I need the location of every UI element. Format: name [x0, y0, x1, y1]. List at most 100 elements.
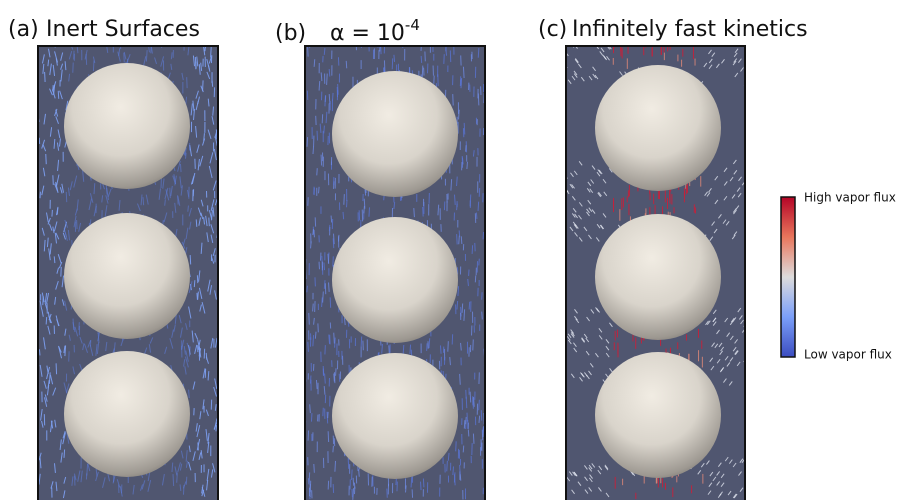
panel-b: [305, 46, 485, 500]
flux-arrow: [210, 337, 214, 349]
flux-arrow: [214, 290, 217, 300]
sphere: [332, 353, 458, 479]
flux-arrow: [567, 333, 572, 339]
flux-arrow: [712, 321, 717, 326]
flux-arrow: [141, 480, 146, 490]
flux-arrow: [714, 343, 719, 349]
flux-arrow: [588, 477, 593, 483]
flux-arrow: [472, 433, 475, 444]
flux-arrow: [472, 397, 474, 409]
flux-arrow: [145, 50, 148, 62]
flux-arrow: [732, 159, 737, 165]
flux-arrow: [182, 484, 185, 495]
flux-arrow: [571, 489, 575, 495]
flux-arrow: [731, 234, 736, 240]
flux-arrow: [724, 355, 729, 361]
flux-arrow: [188, 389, 190, 399]
flux-arrow: [739, 487, 744, 492]
flux-arrow: [181, 241, 186, 249]
flux-arrow: [192, 55, 196, 67]
flux-arrow: [184, 147, 187, 156]
flux-arrow: [203, 217, 206, 225]
colorbar-low-label: Low vapor flux: [804, 348, 892, 362]
flux-arrow: [724, 456, 729, 462]
flux-arrow: [61, 183, 64, 193]
flux-arrow: [577, 481, 582, 487]
flux-arrow: [581, 338, 585, 343]
flux-arrow: [586, 208, 590, 214]
flux-arrow: [596, 223, 601, 229]
flux-arrow: [706, 320, 711, 326]
flux-arrow: [320, 72, 323, 82]
flux-arrow: [598, 191, 602, 197]
flux-arrow: [343, 317, 346, 326]
flux-arrow: [61, 299, 65, 306]
flux-arrow: [585, 337, 590, 343]
flux-arrow: [206, 468, 210, 481]
flux-arrow: [461, 157, 464, 165]
flux-arrow: [315, 379, 318, 390]
flux-arrow: [105, 195, 109, 204]
flux-arrow: [185, 323, 188, 331]
flux-arrow: [49, 243, 52, 255]
flux-arrow: [313, 59, 316, 67]
flux-arrow: [179, 484, 182, 492]
flux-arrow: [728, 381, 733, 386]
flux-arrow: [573, 73, 578, 78]
flux-arrow: [68, 73, 71, 82]
flux-arrow: [62, 430, 66, 439]
flux-arrow: [472, 339, 474, 351]
flux-arrow: [307, 341, 309, 352]
flux-arrow: [706, 460, 710, 465]
flux-arrow: [205, 409, 209, 417]
flux-arrow: [720, 473, 725, 479]
flux-arrow: [43, 113, 46, 125]
flux-arrow: [330, 215, 333, 223]
flux-arrow: [472, 150, 475, 157]
flux-arrow: [212, 106, 215, 116]
flux-arrow: [150, 46, 153, 54]
flux-arrow: [602, 178, 607, 184]
flux-arrow: [144, 347, 148, 355]
flux-arrow: [73, 473, 77, 481]
flux-arrow: [566, 476, 571, 482]
flux-arrow: [343, 194, 345, 205]
flux-arrow: [422, 478, 425, 488]
flux-arrow: [56, 267, 60, 274]
flux-arrow: [52, 81, 57, 90]
sphere: [64, 351, 190, 477]
flux-arrow: [592, 66, 596, 72]
flux-arrow: [580, 372, 584, 377]
flux-arrow: [49, 127, 53, 137]
flux-arrow: [312, 303, 314, 312]
flux-arrow: [147, 479, 152, 492]
flux-arrow: [95, 471, 99, 482]
flux-arrow: [709, 357, 714, 363]
flux-arrow: [323, 125, 325, 134]
flux-arrow: [734, 48, 739, 53]
flux-arrow: [210, 199, 215, 211]
flux-arrow: [720, 346, 725, 352]
flux-arrow: [720, 367, 725, 372]
flux-arrow: [725, 221, 730, 226]
flux-arrow: [177, 195, 179, 205]
flux-arrow: [197, 158, 200, 171]
flux-arrow: [715, 63, 720, 69]
flux-arrow: [47, 380, 50, 389]
flux-arrow: [477, 93, 480, 106]
flux-arrow: [154, 57, 158, 65]
flux-arrow: [733, 52, 738, 58]
flux-arrow: [570, 333, 575, 338]
flux-arrow: [142, 197, 145, 206]
flux-arrow: [72, 366, 75, 375]
flux-arrow: [733, 231, 738, 236]
flux-arrow: [420, 55, 423, 63]
flux-arrow: [463, 122, 466, 135]
flux-arrow: [116, 479, 121, 488]
flux-arrow: [461, 303, 464, 313]
panel-title: α = 10-4: [330, 16, 420, 46]
flux-arrow: [195, 100, 199, 111]
flux-arrow: [323, 280, 326, 289]
flux-arrow: [198, 287, 203, 299]
flux-arrow: [41, 309, 44, 317]
